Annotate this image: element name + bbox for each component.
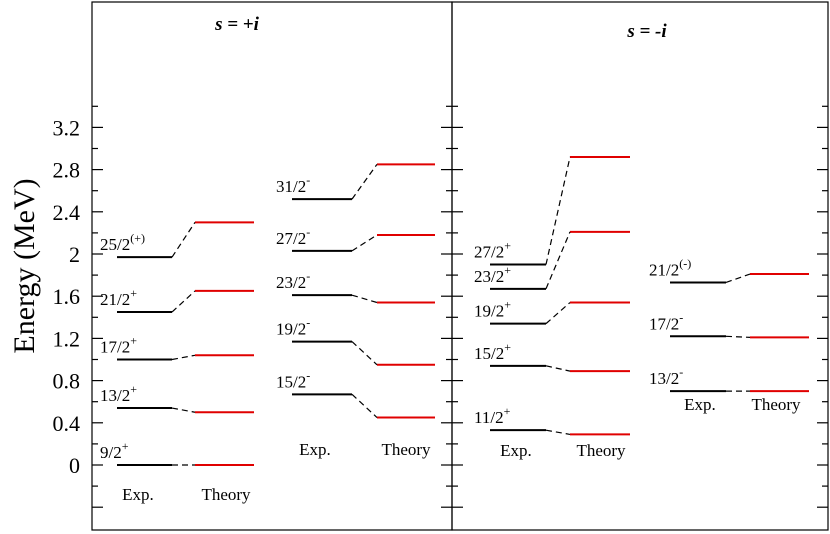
y-tick-label: 0.4	[53, 411, 81, 436]
level-spin: 13/2	[100, 386, 130, 405]
connector-line	[171, 407, 196, 413]
y-tick-label: 2.8	[53, 158, 81, 183]
panel-title: s = +i	[214, 14, 260, 35]
level-spin: 17/2	[649, 314, 679, 333]
exp-column-label: Exp.	[500, 441, 532, 460]
connector-line	[545, 156, 571, 265]
connector-line	[171, 354, 196, 361]
theory-column-label: Theory	[576, 441, 626, 460]
plot-frames	[91, 1, 829, 531]
y-tick-label: 0	[69, 453, 80, 478]
level-parity: -	[306, 173, 310, 187]
theory-column-label: Theory	[751, 395, 801, 414]
connector-line	[171, 222, 196, 258]
level-spin: 19/2	[474, 302, 504, 321]
level-label: 19/2+	[474, 298, 511, 321]
level-parity: +	[130, 286, 137, 300]
level-label: 21/2(-)	[649, 256, 691, 279]
y-tick-label: 1.2	[53, 326, 81, 351]
level-label: 17/2+	[100, 334, 137, 357]
level-spin: 25/2	[100, 235, 130, 254]
connector-line	[545, 365, 571, 372]
y-tick-label: 1.6	[53, 284, 81, 309]
panel-frame-right	[451, 1, 829, 531]
connector-line	[725, 335, 751, 338]
level-spin: 15/2	[474, 344, 504, 363]
y-tick-label: 2	[69, 242, 80, 267]
level-parity: +	[130, 382, 137, 396]
level-spin: 9/2	[100, 443, 122, 462]
level-spin: 15/2	[276, 372, 306, 391]
level-label: 15/2+	[474, 340, 511, 363]
level-parity: +	[504, 404, 511, 418]
connector-line	[351, 393, 378, 418]
connector-line	[171, 290, 196, 313]
panel-title: s = -i	[626, 21, 667, 42]
level-label: 23/2-	[276, 269, 310, 292]
connector-line	[545, 231, 571, 290]
y-axis-ticks: 0 0.4 0.8 1.2 1.6 2 2.4 2.8 3.2	[53, 105, 828, 508]
level-label: 21/2+	[100, 286, 137, 309]
y-tick-label: 0.8	[53, 369, 81, 394]
level-label: 31/2-	[276, 173, 310, 196]
level-parity: +	[504, 340, 511, 354]
level-spin: 21/2	[100, 290, 130, 309]
connector-line	[545, 429, 571, 435]
level-label: 25/2(+)	[100, 231, 145, 254]
level-spin: 13/2	[649, 369, 679, 388]
level-spin: 17/2	[100, 338, 130, 357]
level-label: 13/2+	[100, 382, 137, 405]
level-parity: (-)	[679, 256, 691, 270]
theory-column-label: Theory	[381, 440, 431, 459]
connector-line	[725, 273, 751, 284]
level-spin: 27/2	[474, 243, 504, 262]
level-spin: 19/2	[276, 320, 306, 339]
level-spin: 23/2	[276, 273, 306, 292]
level-label: 19/2-	[276, 316, 310, 339]
connector-line	[351, 294, 378, 304]
level-label: 27/2-	[276, 225, 310, 248]
level-marks: s = +i9/2+13/2+17/2+21/2+25/2(+)Exp. Theo…	[100, 14, 809, 504]
level-parity: -	[306, 269, 310, 283]
level-label: 17/2-	[649, 310, 683, 333]
level-parity: -	[679, 310, 683, 324]
connector-line	[351, 234, 378, 252]
y-tick-label: 2.4	[53, 200, 81, 225]
level-label: 27/2+	[474, 239, 511, 262]
level-spin: 31/2	[276, 177, 306, 196]
level-spin: 11/2	[474, 408, 504, 427]
exp-column-label: Exp.	[684, 395, 716, 414]
level-parity: (+)	[130, 231, 145, 245]
level-parity: +	[122, 439, 129, 453]
level-parity: -	[306, 316, 310, 330]
level-label: 9/2+	[100, 439, 129, 462]
connector-line	[351, 341, 378, 366]
level-label: 11/2+	[474, 404, 511, 427]
exp-column-label: Exp.	[122, 485, 154, 504]
level-parity: -	[679, 365, 683, 379]
connector-line	[351, 163, 378, 200]
exp-column-label: Exp.	[299, 440, 331, 459]
level-parity: +	[130, 334, 137, 348]
level-parity: -	[306, 225, 310, 239]
level-parity: +	[504, 239, 511, 253]
y-axis-label: Energy (MeV)	[8, 178, 41, 353]
level-parity: +	[504, 298, 511, 312]
theory-column-label: Theory	[201, 485, 251, 504]
level-label: 15/2-	[276, 368, 310, 391]
level-label: 13/2-	[649, 365, 683, 388]
level-spin: 21/2	[649, 260, 679, 279]
level-spin: 23/2	[474, 267, 504, 286]
level-parity: +	[504, 263, 511, 277]
connector-line	[545, 302, 571, 325]
level-spin: 27/2	[276, 229, 306, 248]
y-tick-label: 3.2	[53, 115, 81, 140]
level-label: 23/2+	[474, 263, 511, 286]
level-parity: -	[306, 368, 310, 382]
